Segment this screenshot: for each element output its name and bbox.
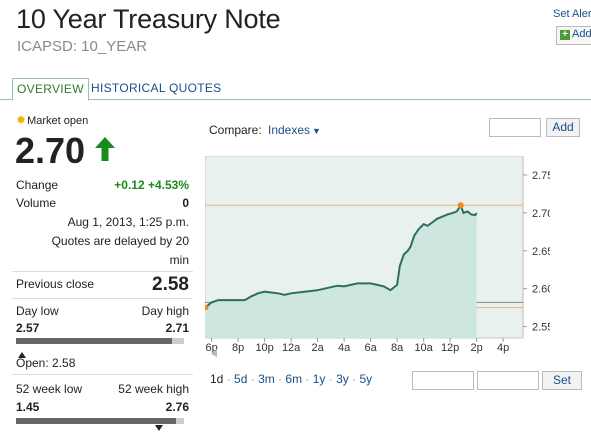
quote-timestamp: Aug 1, 2013, 1:25 p.m. xyxy=(67,215,189,229)
day-high-label: Day high xyxy=(141,304,189,318)
compare-label: Compare: xyxy=(209,123,262,137)
range-1d[interactable]: 1d xyxy=(210,372,224,386)
chart-scroll-left-icon[interactable] xyxy=(211,349,217,357)
market-status: ✹Market open xyxy=(16,113,88,127)
day-high-marker xyxy=(457,202,464,209)
change-label: Change xyxy=(16,178,59,192)
x-tick-label: 12p xyxy=(441,342,459,354)
y-tick-label: 2.75 xyxy=(532,170,550,182)
x-tick-label: 8p xyxy=(232,342,244,354)
market-status-label: Market open xyxy=(27,115,89,127)
range-separator: · xyxy=(274,372,286,386)
x-tick-label: 8a xyxy=(391,342,404,354)
day-low-label: Day low xyxy=(16,304,59,318)
day-range-bar xyxy=(16,338,184,344)
range-6m[interactable]: 6m xyxy=(285,372,303,386)
start-date-input[interactable] xyxy=(412,371,474,390)
caret-down-icon: ▼ xyxy=(312,126,321,136)
y-tick-label: 2.70 xyxy=(532,208,550,220)
range-separator: · xyxy=(302,372,313,386)
compare-symbol-input[interactable] xyxy=(489,118,541,137)
range-separator: · xyxy=(325,372,337,386)
x-tick-label: 6a xyxy=(365,342,378,354)
compare-dropdown[interactable]: Indexes ▼ xyxy=(268,123,321,137)
set-alert-link[interactable]: Set Aler xyxy=(553,8,591,20)
open-marker xyxy=(205,305,209,311)
day-high-value: 2.71 xyxy=(165,321,189,335)
y-tick-label: 2.55 xyxy=(532,322,550,334)
x-tick-label: 10p xyxy=(255,342,273,354)
tab-historical-quotes[interactable]: HISTORICAL QUOTES xyxy=(91,81,222,95)
x-tick-label: 4p xyxy=(497,342,509,354)
compare-dropdown-value: Indexes xyxy=(268,123,311,137)
change-value: +0.12 +4.53% xyxy=(114,178,189,192)
range-3y[interactable]: 3y xyxy=(336,372,349,386)
y-tick-label: 2.65 xyxy=(532,246,550,258)
range-separator: · xyxy=(247,372,259,386)
up-arrow-icon xyxy=(94,136,116,167)
price-area xyxy=(205,205,477,338)
range-1y[interactable]: 1y xyxy=(312,372,326,386)
volume-value: 0 xyxy=(182,196,189,210)
wk52-low-label: 52 week low xyxy=(16,382,83,396)
tab-overview[interactable]: OVERVIEW xyxy=(12,78,89,101)
wk52-range-bar xyxy=(16,418,184,424)
wk52-high-value: 2.76 xyxy=(165,400,189,414)
day-low-value: 2.57 xyxy=(16,321,40,335)
add-watchlist-button[interactable]: + Add xyxy=(556,26,591,45)
delay-note: Quotes are delayed by 20 xyxy=(51,234,189,248)
symbol-subtitle: ICAPSD: 10_YEAR xyxy=(17,38,148,55)
sun-icon: ✹ xyxy=(16,113,27,127)
tab-divider xyxy=(0,99,591,100)
previous-close-label: Previous close xyxy=(16,277,95,291)
open-marker-icon xyxy=(18,345,26,363)
range-separator: · xyxy=(223,372,235,386)
divider xyxy=(12,374,193,375)
previous-close-value: 2.58 xyxy=(152,274,189,295)
range-5y[interactable]: 5y xyxy=(359,372,373,386)
page-title: 10 Year Treasury Note xyxy=(16,4,281,34)
y-tick-label: 2.60 xyxy=(532,284,550,296)
price-chart[interactable]: 2.752.702.652.602.55 6p8p10p12a2a4a6a8a1… xyxy=(205,156,550,357)
last-price: 2.70 xyxy=(15,130,86,171)
price-line xyxy=(205,203,478,309)
delay-note-unit: min xyxy=(169,253,189,267)
wk52-current-marker-icon xyxy=(155,418,163,436)
volume-label: Volume xyxy=(16,196,57,210)
range-5d[interactable]: 5d xyxy=(234,372,248,386)
add-watchlist-label: Add xyxy=(572,28,591,40)
x-tick-label: 4a xyxy=(338,342,351,354)
x-tick-label: 2p xyxy=(471,342,483,354)
wk52-low-value: 1.45 xyxy=(16,400,40,414)
x-tick-label: 12a xyxy=(282,342,301,354)
x-tick-label: 10a xyxy=(414,342,433,354)
end-date-input[interactable] xyxy=(477,371,539,390)
range-separator: · xyxy=(348,372,360,386)
wk52-range-fill xyxy=(16,418,176,424)
range-selector: 1d · 5d · 3m · 6m · 1y · 3y · 5y xyxy=(210,372,372,386)
x-tick-label: 2a xyxy=(312,342,325,354)
wk52-high-label: 52 week high xyxy=(118,382,189,396)
plus-icon: + xyxy=(560,30,570,40)
compare-add-button[interactable]: Add xyxy=(546,118,580,137)
set-range-button[interactable]: Set xyxy=(542,371,582,390)
divider xyxy=(12,298,193,299)
day-range-fill xyxy=(16,338,173,344)
range-3m[interactable]: 3m xyxy=(258,372,275,386)
open-value: Open: 2.58 xyxy=(16,356,76,370)
divider xyxy=(12,271,193,272)
